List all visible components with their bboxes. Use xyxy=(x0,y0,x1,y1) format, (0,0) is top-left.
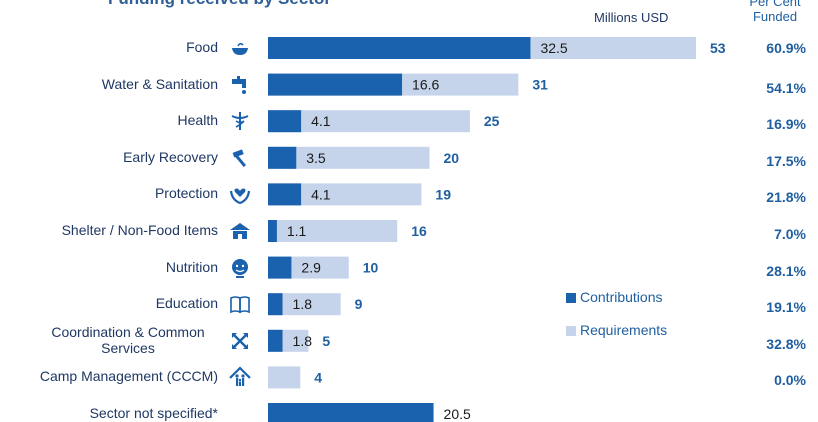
requirement-label: 20 xyxy=(444,150,460,166)
hammer-icon xyxy=(232,149,247,167)
category-label: Camp Management (CCCM) xyxy=(39,368,218,385)
percent-funded-value: 0.0% xyxy=(774,372,806,389)
caduceus-icon xyxy=(231,112,249,131)
contribution-label: 20.5 xyxy=(444,406,471,422)
requirement-label: 4 xyxy=(314,369,322,385)
requirement-bar xyxy=(268,110,470,133)
unit-label: Millions USD xyxy=(594,10,669,25)
percent-funded-value: 7.0% xyxy=(774,226,806,242)
category-label: Education xyxy=(155,295,218,312)
bowl-icon xyxy=(232,42,248,55)
requirement-label: 5 xyxy=(322,333,330,349)
chart-title: Funding received by Sector xyxy=(108,0,331,9)
requirement-label: 10 xyxy=(363,260,379,276)
contribution-label: 4.1 xyxy=(311,186,331,202)
contribution-label: 1.1 xyxy=(287,223,307,239)
contribution-bar xyxy=(268,110,302,133)
requirement-bar xyxy=(268,183,422,206)
percent-funded-value: 16.9% xyxy=(766,116,806,133)
contribution-label: 2.9 xyxy=(301,260,321,276)
category-label: Early Recovery xyxy=(123,148,218,165)
percent-funded-value: 21.8% xyxy=(766,189,806,206)
category-label: Health xyxy=(177,112,218,129)
hands-heart-icon xyxy=(229,188,251,205)
percent-funded-value: 54.1% xyxy=(766,79,806,96)
contribution-label: 4.1 xyxy=(311,113,331,129)
category-label: Water & Sanitation xyxy=(101,75,218,92)
contribution-bar xyxy=(268,220,277,242)
category-label: Coordination & Common Services xyxy=(51,323,205,356)
arrows-cross-icon xyxy=(232,332,248,349)
child-face-icon xyxy=(232,258,248,278)
contribution-label: 1.8 xyxy=(293,296,313,312)
tap-icon xyxy=(232,75,246,94)
requirement-label: 9 xyxy=(355,296,363,312)
category-label: Sector not specified* xyxy=(89,405,218,421)
contribution-bar xyxy=(268,73,403,96)
contribution-bar xyxy=(268,37,531,59)
percent-funded-value: 19.1% xyxy=(766,299,806,316)
legend-swatch xyxy=(566,326,576,336)
tent-family-icon xyxy=(229,366,251,387)
contribution-label: 16.6 xyxy=(412,77,439,93)
legend-label: Contributions xyxy=(580,289,663,305)
percent-funded-value: 32.8% xyxy=(766,335,806,352)
category-label: Protection xyxy=(154,185,218,202)
shelter-icon xyxy=(230,223,250,239)
contribution-label: 1.8 xyxy=(293,333,313,349)
requirement-label: 31 xyxy=(532,77,548,93)
contribution-bar xyxy=(268,293,283,316)
percent-funded-header: Per Cent Funded xyxy=(749,0,801,24)
book-icon xyxy=(230,296,250,314)
requirement-bar xyxy=(268,146,430,169)
percent-funded-value: 28.1% xyxy=(766,262,806,279)
legend-label: Requirements xyxy=(580,322,668,338)
contribution-bar xyxy=(268,256,292,279)
requirement-label: 53 xyxy=(710,40,726,56)
legend-swatch xyxy=(566,293,576,303)
contribution-bar xyxy=(268,403,434,422)
contribution-label: 32.5 xyxy=(540,40,567,56)
requirement-bar xyxy=(268,220,398,242)
contribution-bar xyxy=(268,146,297,169)
percent-funded-value: 17.5% xyxy=(766,152,806,169)
requirement-bar xyxy=(268,366,301,389)
contribution-label: 3.5 xyxy=(306,150,326,166)
category-label: Nutrition xyxy=(165,258,218,275)
requirement-bar xyxy=(268,293,341,316)
requirement-label: 16 xyxy=(411,223,427,239)
category-label: Shelter / Non-Food Items xyxy=(61,222,218,238)
percent-funded-value: 60.9% xyxy=(766,40,806,56)
requirement-label: 25 xyxy=(484,113,500,129)
category-label: Food xyxy=(186,39,218,55)
requirement-label: 19 xyxy=(435,186,451,202)
contribution-bar xyxy=(268,183,302,206)
contribution-bar xyxy=(268,329,283,352)
